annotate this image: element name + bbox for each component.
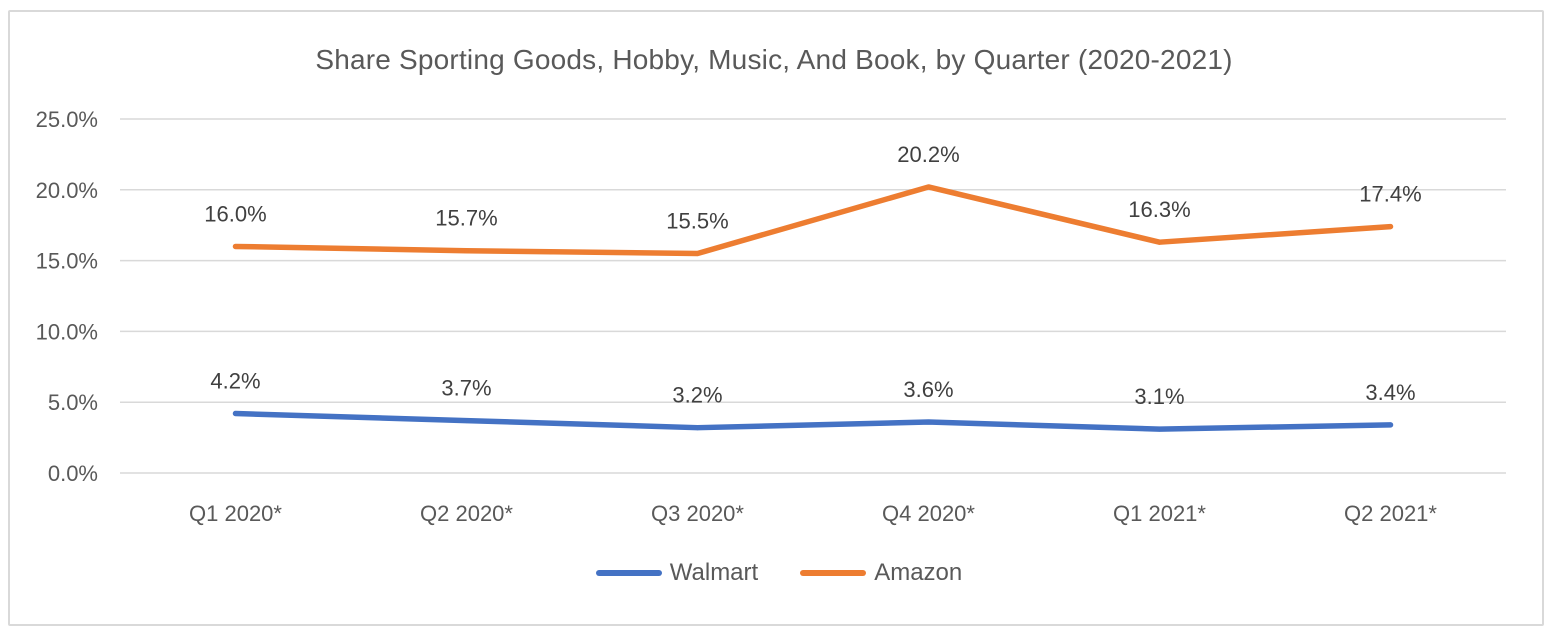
- data-label-walmart: 3.2%: [672, 383, 722, 408]
- data-label-amazon: 17.4%: [1359, 182, 1421, 207]
- x-tick-label: Q4 2020*: [882, 501, 975, 526]
- data-point-walmart: [1388, 422, 1393, 428]
- legend-label-walmart: Walmart: [669, 559, 759, 586]
- legend-item-walmart: Walmart: [595, 559, 759, 587]
- data-point-amazon: [464, 248, 469, 254]
- x-tick-label: Q1 2020*: [189, 501, 282, 526]
- x-tick-label: Q2 2020*: [420, 501, 513, 526]
- data-label-walmart: 3.4%: [1365, 380, 1415, 405]
- data-label-amazon: 16.3%: [1128, 197, 1190, 222]
- y-tick-label: 25.0%: [36, 107, 98, 132]
- chart-legend: Walmart Amazon: [0, 559, 1558, 587]
- series-line-amazon: [232, 184, 1394, 257]
- data-point-amazon: [695, 251, 700, 257]
- legend-label-amazon: Amazon: [874, 559, 963, 586]
- chart-frame: [8, 10, 1544, 626]
- data-point-amazon: [233, 243, 238, 249]
- y-tick-label: 5.0%: [48, 390, 98, 415]
- data-point-amazon: [1388, 224, 1393, 230]
- legend-swatch-walmart: [595, 570, 662, 576]
- data-label-walmart: 3.1%: [1134, 384, 1184, 409]
- data-label-walmart: 3.6%: [903, 377, 953, 402]
- data-point-walmart: [1157, 426, 1162, 432]
- x-tick-label: Q1 2021*: [1113, 501, 1206, 526]
- data-point-walmart: [695, 425, 700, 431]
- data-label-walmart: 4.2%: [210, 369, 260, 394]
- data-point-amazon: [926, 184, 931, 190]
- data-point-walmart: [926, 419, 931, 425]
- y-tick-label: 20.0%: [36, 178, 98, 203]
- y-tick-label: 10.0%: [36, 319, 98, 344]
- legend-item-amazon: Amazon: [800, 559, 962, 587]
- data-label-amazon: 20.2%: [897, 142, 959, 167]
- data-label-walmart: 3.7%: [441, 376, 491, 401]
- data-label-amazon: 15.7%: [435, 206, 497, 231]
- y-tick-label: 15.0%: [36, 249, 98, 274]
- data-label-amazon: 16.0%: [204, 201, 266, 226]
- x-tick-label: Q2 2021*: [1344, 501, 1437, 526]
- x-tick-label: Q3 2020*: [651, 501, 744, 526]
- chart-title: Share Sporting Goods, Hobby, Music, And …: [315, 44, 1233, 75]
- data-point-walmart: [464, 418, 469, 424]
- y-tick-label: 0.0%: [48, 461, 98, 486]
- data-point-walmart: [233, 411, 238, 417]
- legend-swatch-amazon: [800, 570, 867, 576]
- data-label-amazon: 15.5%: [666, 209, 728, 234]
- series-line-walmart: [232, 410, 1394, 432]
- data-point-amazon: [1157, 239, 1162, 245]
